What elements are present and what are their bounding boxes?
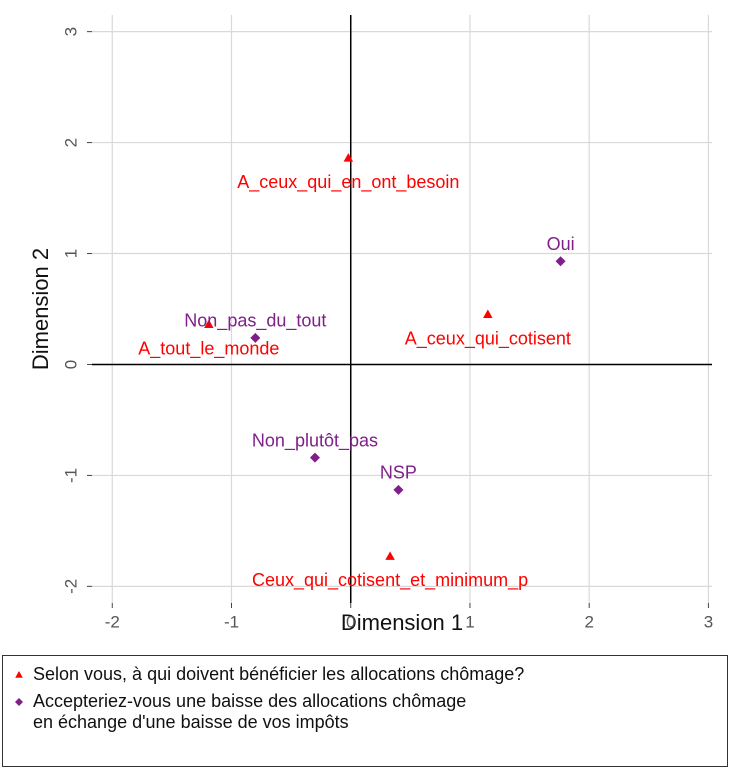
y-tick-label: 1	[61, 249, 80, 258]
point-label: Oui	[547, 234, 575, 254]
x-tick-label: 1	[465, 612, 474, 631]
legend-entry: Selon vous, à qui doivent bénéficier les…	[13, 664, 717, 685]
point-label: Non_plutôt_pas	[252, 430, 378, 451]
x-tick-label: 2	[584, 612, 593, 631]
legend-entry: Accepteriez-vous une baisse des allocati…	[13, 691, 717, 733]
y-tick-label: 3	[61, 27, 80, 36]
point	[385, 551, 395, 560]
y-tick-label: -1	[61, 468, 80, 483]
point-label: Non_pas_du_tout	[184, 311, 326, 332]
legend-marker	[15, 698, 23, 706]
point-label: Ceux_qui_cotisent_et_minimum_p	[252, 570, 528, 591]
point	[250, 332, 261, 343]
y-axis-label: Dimension 2	[28, 248, 53, 370]
legend-marker	[15, 671, 23, 678]
point-label: A_ceux_qui_en_ont_besoin	[237, 172, 459, 193]
legend-label: Selon vous, à qui doivent bénéficier les…	[33, 664, 525, 684]
point	[483, 309, 493, 319]
point	[555, 256, 566, 267]
point	[343, 153, 354, 162]
point-label: NSP	[380, 463, 417, 483]
point	[393, 484, 404, 495]
point	[204, 319, 214, 329]
x-tick-label: 3	[704, 612, 713, 631]
legend-symbol	[15, 671, 23, 678]
y-tick-label: -2	[61, 579, 80, 594]
y-tick-label: 2	[61, 138, 80, 147]
point-label: A_tout_le_monde	[138, 338, 279, 359]
x-tick-label: -2	[105, 612, 120, 631]
x-tick-label: 0	[346, 612, 355, 631]
chart: Dimension 1 Dimension 2 -2 -1 0 1 2 3 -2 -1 0 1 2 3…	[28, 15, 713, 635]
point	[309, 452, 320, 463]
legend-symbol	[15, 698, 23, 706]
x-tick-label: -1	[224, 612, 239, 631]
legend: Selon vous, à qui doivent bénéficier les…	[2, 655, 728, 767]
legend-label: Accepteriez-vous une baisse des allocati…	[33, 691, 467, 732]
x-axis-label: Dimension 1	[341, 610, 463, 635]
point-label: A_ceux_qui_cotisent	[405, 328, 571, 349]
y-tick-label: 0	[61, 360, 80, 369]
